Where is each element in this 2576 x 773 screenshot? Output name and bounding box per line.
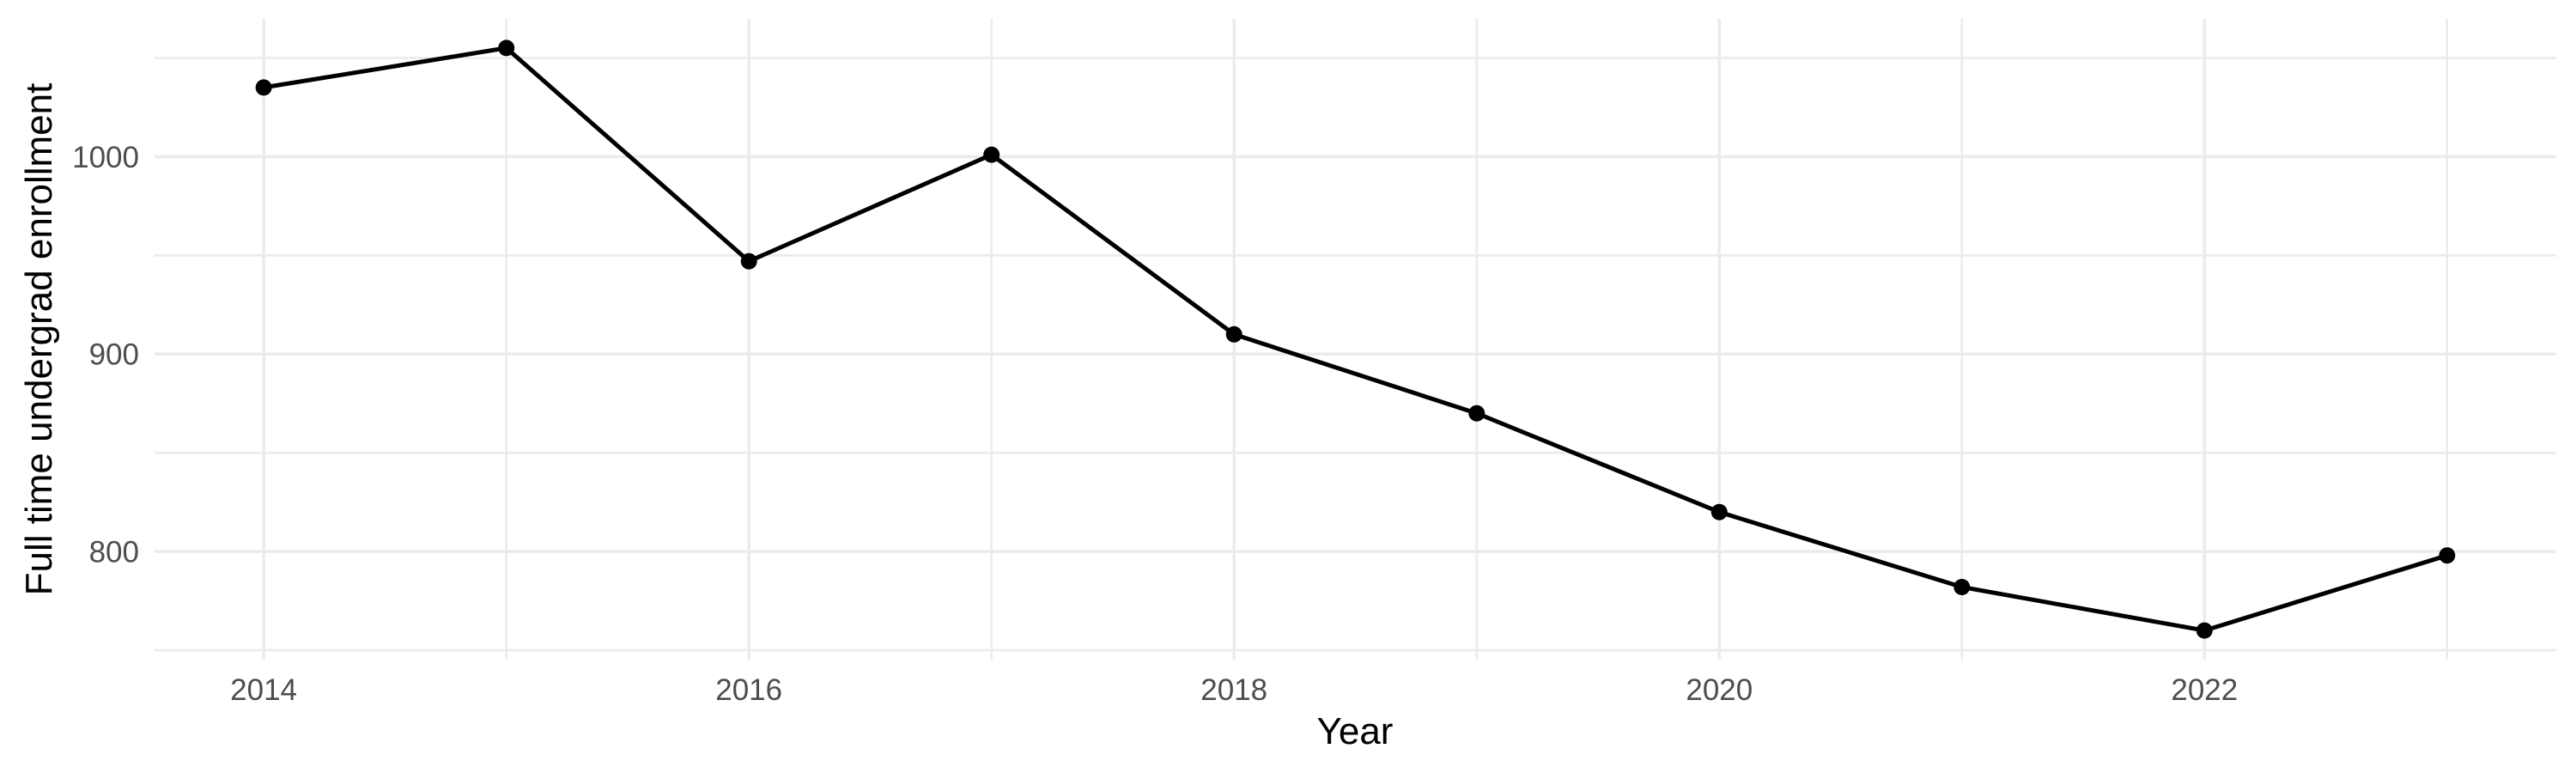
- enrollment-trend-line: [263, 46, 2448, 633]
- x-tick-label-2016: 2016: [715, 673, 782, 707]
- data-point-2020: [1710, 503, 1728, 520]
- data-point-2022: [2196, 622, 2213, 639]
- y-tick-label-1000: 1000: [72, 141, 139, 174]
- x-tick-label-2022: 2022: [2171, 673, 2238, 707]
- x-tick-label-2014: 2014: [230, 673, 297, 707]
- y-tick-label-800: 800: [89, 536, 139, 569]
- data-point-2016: [740, 253, 757, 270]
- y-tick-label-900: 900: [89, 338, 139, 372]
- data-point-2014: [255, 79, 272, 96]
- data-point-2018: [1225, 326, 1242, 343]
- x-axis-title: Year: [1317, 710, 1394, 752]
- major-gridlines: [155, 19, 2556, 660]
- x-tick-label-2020: 2020: [1686, 673, 1753, 707]
- data-point-2023: [2439, 547, 2456, 564]
- data-point-2017: [983, 146, 1000, 163]
- y-axis-tick-labels: 800 900 1000: [72, 141, 139, 569]
- y-axis-title: Full time undergrad enrollment: [18, 83, 60, 596]
- x-tick-label-2018: 2018: [1200, 673, 1267, 707]
- minor-gridlines: [155, 19, 2556, 660]
- data-points: [255, 40, 2456, 639]
- data-point-2019: [1468, 405, 1485, 422]
- data-point-2021: [1953, 579, 1971, 595]
- data-point-2015: [498, 40, 515, 57]
- x-axis-tick-labels: 2014 2016 2018 2020 2022: [230, 673, 2238, 707]
